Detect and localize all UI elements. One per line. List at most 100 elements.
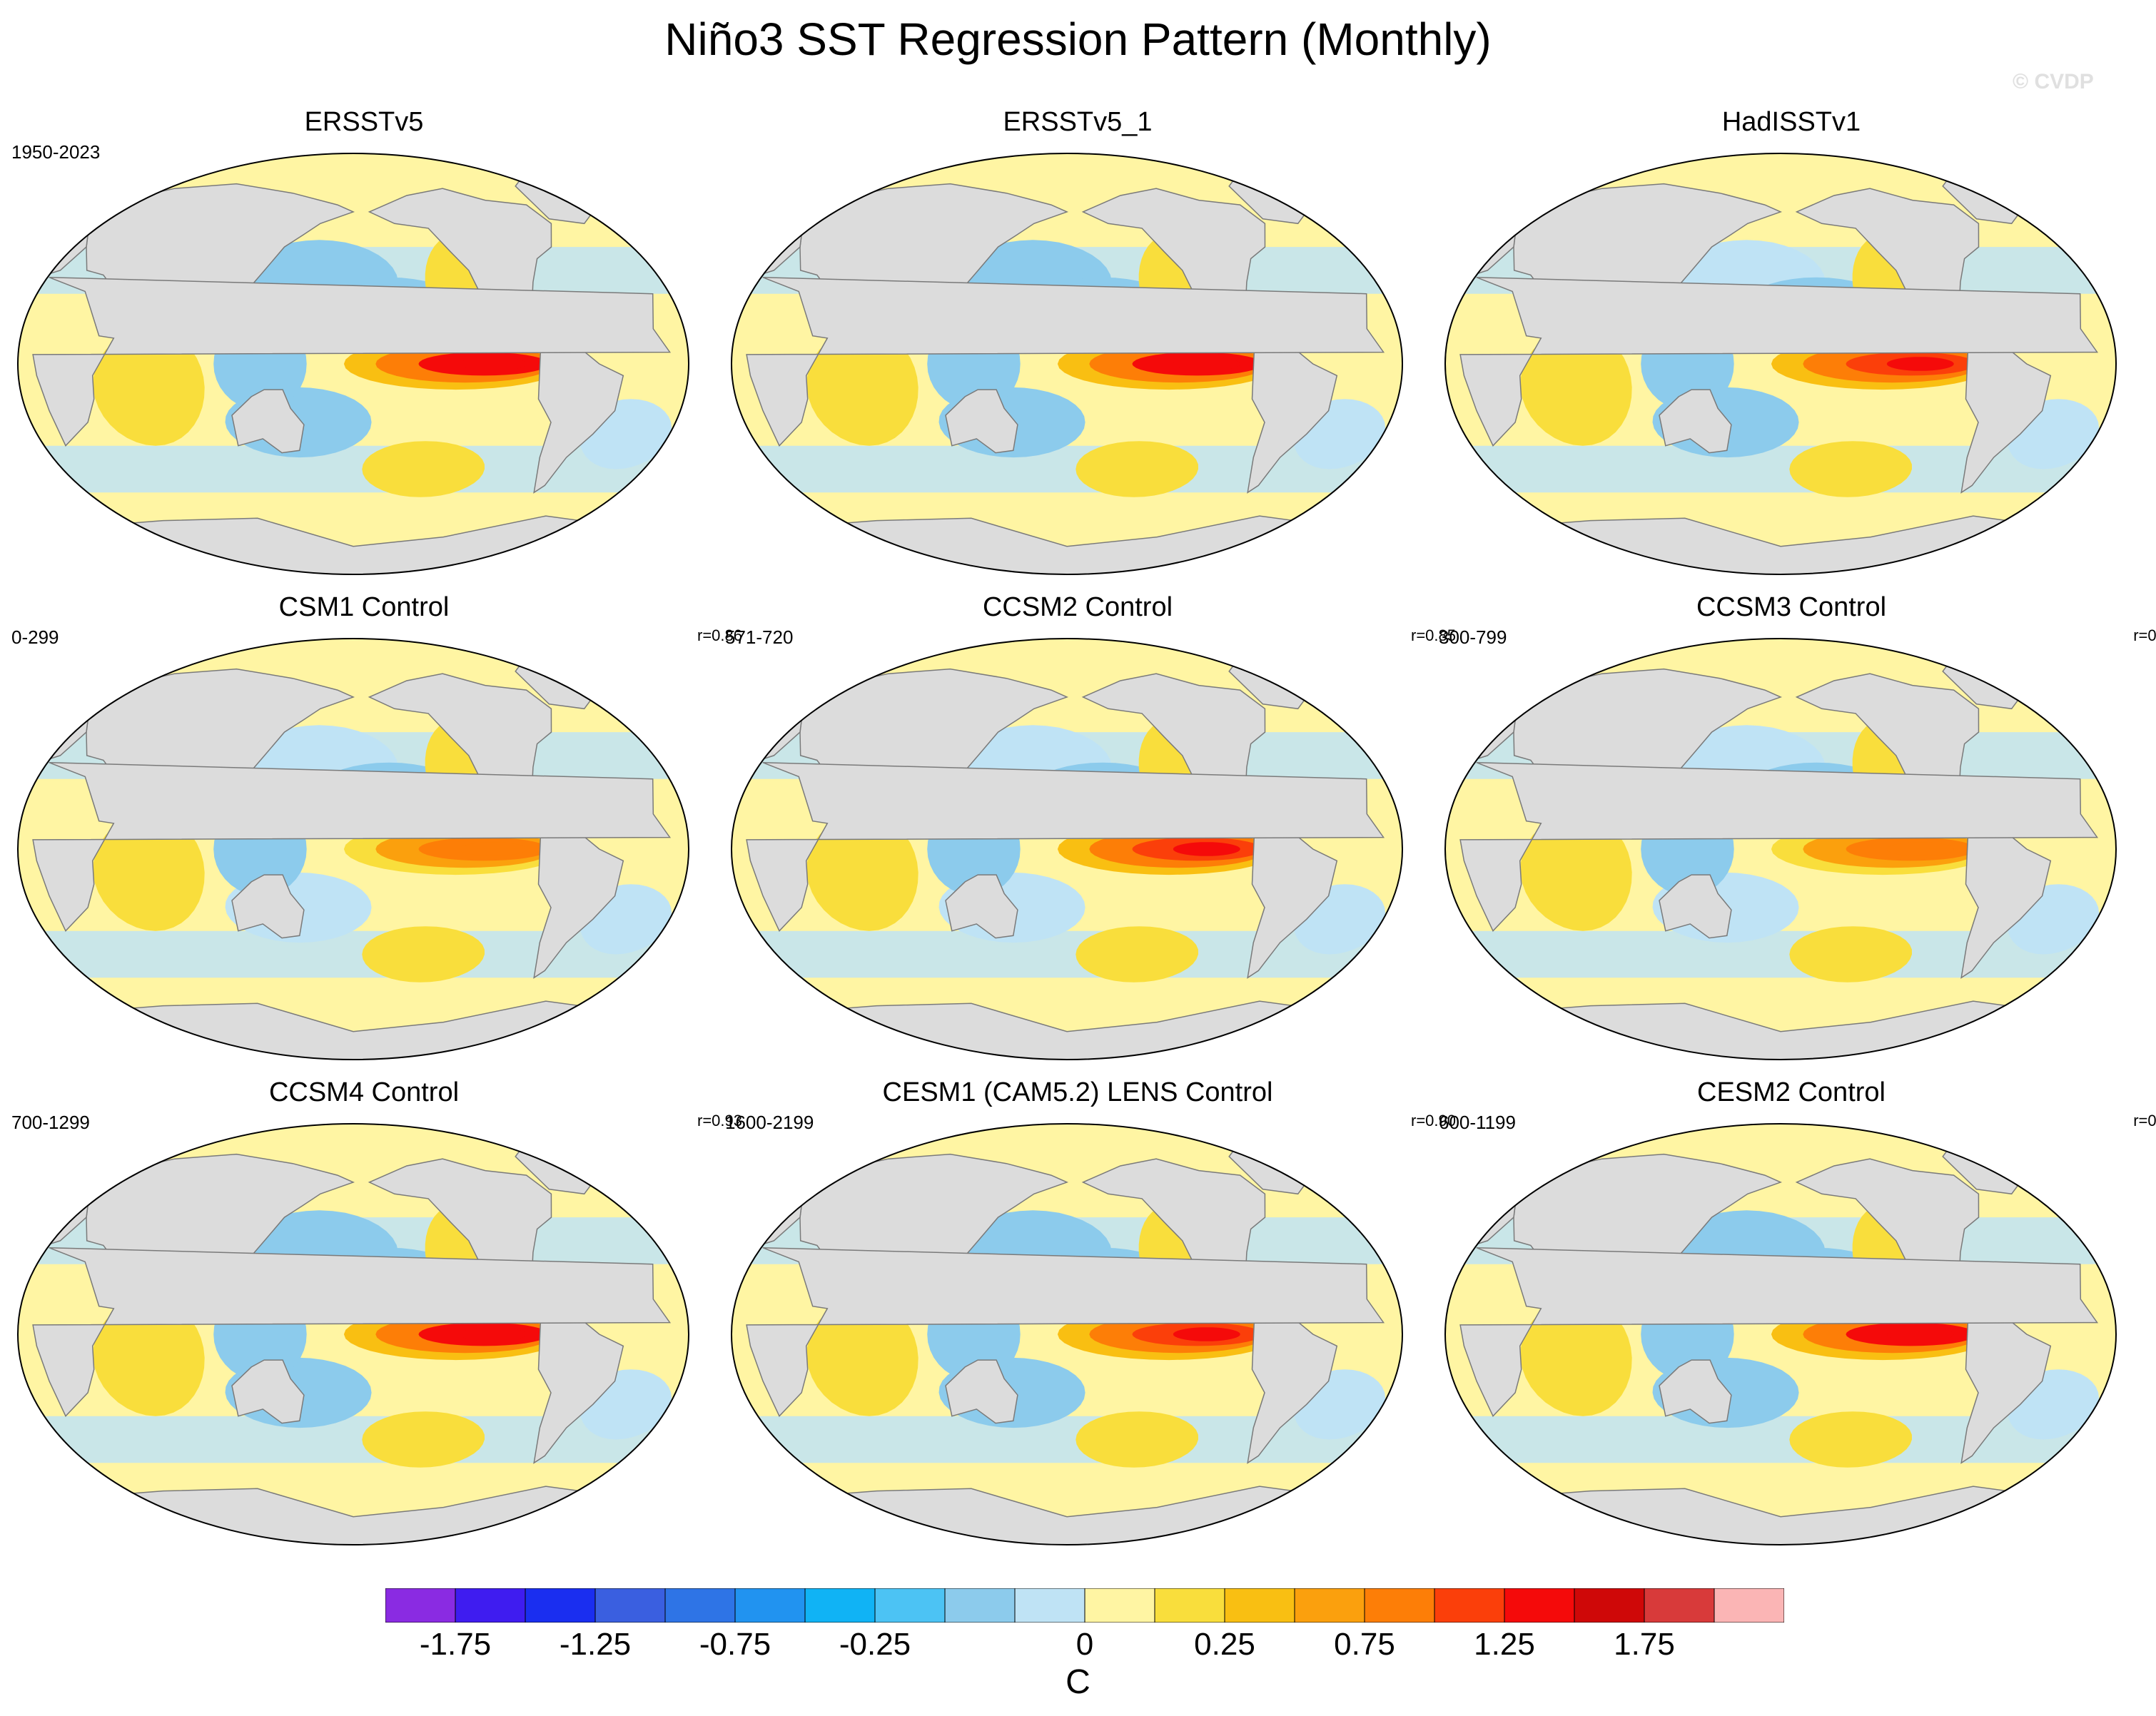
land-australia [231,874,305,939]
map-border [731,1123,1403,1545]
colorbar-tick-label: -1.75 [419,1627,492,1662]
colorbar-swatch [455,1588,526,1623]
colorbar-swatch [1714,1588,1784,1623]
sst-anomaly-contour [1886,357,1954,371]
colorbar-swatch [734,1588,806,1623]
colorbar-swatch [1014,1588,1085,1623]
sst-anomaly-contour [362,441,485,497]
panel-title: ERSSTv5 [304,107,424,137]
sst-anomaly-contour [1076,926,1198,983]
sst-anomaly-contour [1076,1411,1198,1468]
colorbar-swatch [1574,1588,1645,1623]
colorbar-swatch [1434,1588,1505,1623]
cool-band [743,1416,1389,1463]
map-panel: CSM1 Control 0-299 r=0.86 [7,592,742,1060]
sst-anomaly-contour [362,1411,485,1468]
panel-title: CESM1 (CAM5.2) LENS Control [882,1077,1273,1107]
panel-period: 1950-2023 [11,141,101,163]
cool-band [29,1416,675,1463]
colorbar-swatch [525,1588,596,1623]
land-africa [1459,1247,2099,1418]
sst-anomaly-contour [1173,1327,1240,1341]
colorbar-unit: C [1066,1663,1090,1701]
colorbar-swatch [1364,1588,1435,1623]
colorbar-swatch [1084,1588,1155,1623]
land-australia [1659,1359,1732,1424]
panel-period: 300-799 [1439,626,1507,648]
map-border [1444,153,2117,575]
sst-anomaly-contour [1789,441,1912,497]
colorbar-swatch [1224,1588,1295,1623]
map-panel: ERSSTv5 1950-2023 [7,107,721,575]
sst-anomaly-contour [1173,357,1240,371]
colorbar-tick-label: 0.75 [1334,1627,1395,1662]
sst-anomaly-contour [362,926,485,983]
land-africa [1459,276,2099,447]
colorbar-tick-label: -1.25 [559,1627,632,1662]
sst-anomaly-contour [1886,1327,1954,1341]
panel-title: CSM1 Control [278,592,450,622]
colorbar-swatch [1504,1588,1575,1623]
land-africa [746,1247,1385,1418]
sst-anomaly-contour [93,328,205,446]
panel-title: ERSSTv5_1 [1003,107,1153,137]
colorbar-swatch [874,1588,946,1623]
land-australia [945,1359,1018,1424]
sst-anomaly-contour [459,1327,527,1341]
sst-anomaly-contour [806,813,918,931]
map-border [731,153,1403,575]
sst-regression-map [1444,638,2117,1060]
sst-anomaly-contour [459,357,527,371]
sst-anomaly-contour [1886,842,1954,856]
map-panel: ERSSTv5_1 [721,107,1434,575]
cool-band [1457,1416,2102,1463]
sst-anomaly-contour [1789,926,1912,983]
land-australia [231,1359,305,1424]
colorbar-tick-label: 1.75 [1614,1627,1675,1662]
cool-band [1457,445,2102,493]
cvdp-watermark: © CVDP [2013,70,2094,93]
panel-period: 571-720 [725,626,794,648]
map-border [17,1123,689,1545]
sst-regression-map [731,638,1403,1060]
cool-band [1457,930,2102,978]
map-border [1444,638,2117,1060]
land-africa [32,276,672,447]
map-panel: CESM2 Control 600-1199 r=0.9 [1434,1077,2156,1545]
land-australia [945,389,1018,454]
land-africa [746,276,1385,447]
sst-anomaly-contour [806,1299,918,1416]
sst-regression-map [1444,1123,2117,1545]
colorbar-swatch [664,1588,736,1623]
sst-regression-map [731,153,1403,575]
colorbar [385,1588,1784,1623]
sst-anomaly-contour [93,1299,205,1416]
map-border [731,638,1403,1060]
colorbar-tick-labels: -1.75 -1.25 -0.75 -0.25 0 0.25 0.75 1.25 1.75 [0,1627,2156,1670]
map-border [1444,1123,2117,1545]
colorbar-tick-label: -0.25 [839,1627,911,1662]
land-australia [1659,874,1732,939]
colorbar-swatch [594,1588,666,1623]
panel-period: 0-299 [11,626,59,648]
panel-title: HadISSTv1 [1721,107,1861,137]
colorbar-tick-label: -0.75 [699,1627,771,1662]
sst-regression-map [731,1123,1403,1545]
panel-title: CCSM4 Control [268,1077,460,1107]
sst-regression-map [17,153,689,575]
land-australia [1659,389,1732,454]
map-panel: HadISSTv1 [1434,107,2148,575]
panel-period: 600-1199 [1439,1112,1516,1133]
colorbar-tick-label: 0 [1076,1627,1094,1662]
land-africa [746,761,1385,933]
land-australia [945,874,1018,939]
panel-title: CCSM3 Control [1696,592,1887,622]
land-australia [231,389,305,454]
colorbar-swatch [1154,1588,1225,1623]
sst-regression-map [17,638,689,1060]
panel-period: 1600-2199 [725,1112,814,1133]
map-panel: CCSM4 Control 700-1299 r=0.93 [7,1077,742,1545]
panel-title: CESM2 Control [1697,1077,1886,1107]
land-africa [1459,761,2099,933]
sst-anomaly-contour [1520,1299,1632,1416]
